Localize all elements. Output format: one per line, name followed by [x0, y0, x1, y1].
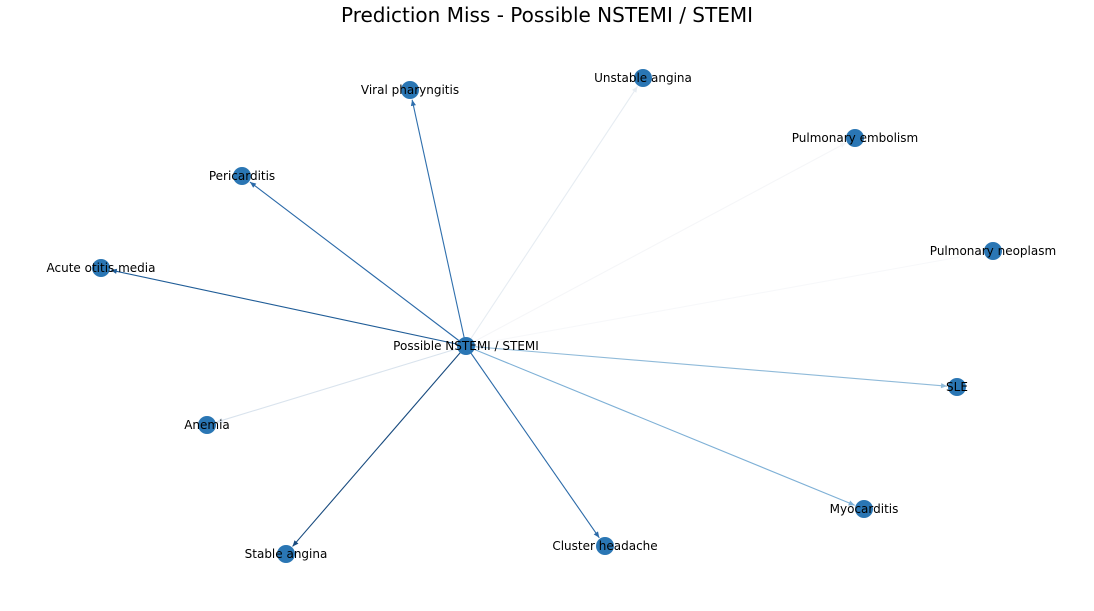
node-myocarditis [855, 500, 873, 518]
node-cluster-headache [596, 537, 614, 555]
arrowhead-acute-otitis-media [110, 268, 118, 274]
arrowhead-myocarditis [848, 500, 855, 506]
node-stable-angina [277, 545, 295, 563]
edge-to-pulmonary-embolism [465, 142, 847, 347]
node-viral-pharyngitis [401, 81, 419, 99]
node-label-pulmonary-embolism: Pulmonary embolism [792, 131, 918, 145]
node-label-pulmonary-neoplasm: Pulmonary neoplasm [930, 244, 1056, 258]
edge-to-stable-angina [292, 345, 467, 547]
node-acute-otitis-media [92, 259, 110, 277]
arrowhead-anemia [216, 417, 224, 423]
node-label-viral-pharyngitis: Viral pharyngitis [361, 83, 459, 97]
edge-to-myocarditis [465, 345, 855, 506]
arrowhead-viral-pharyngitis [410, 99, 416, 107]
edge-to-pulmonary-neoplasm [465, 252, 984, 347]
edge-to-pericarditis [249, 181, 467, 347]
arrowhead-cluster-headache [593, 531, 600, 538]
edges-layer [110, 86, 984, 547]
node-label-acute-otitis-media: Acute otitis media [47, 261, 156, 275]
node-label-anemia: Anemia [184, 418, 230, 432]
arrowhead-stable-angina [292, 540, 299, 547]
arrowhead-sle [940, 383, 948, 389]
node-pulmonary-neoplasm [984, 242, 1002, 260]
arrowhead-pulmonary-embolism [839, 142, 847, 148]
edge-to-unstable-angina [465, 86, 638, 347]
node-sle [948, 378, 966, 396]
node-label-myocarditis: Myocarditis [830, 502, 899, 516]
edge-to-cluster-headache [465, 345, 600, 539]
arrowhead-pulmonary-neoplasm [976, 251, 984, 257]
node-label-cluster-headache: Cluster headache [552, 539, 657, 553]
node-unstable-angina [634, 69, 652, 87]
edge-to-anemia [216, 345, 467, 423]
node-label-pericarditis: Pericarditis [209, 169, 275, 183]
node-label-sle: SLE [946, 380, 968, 394]
edge-to-acute-otitis-media [110, 269, 467, 347]
labels-layer: Possible NSTEMI / STEMI Viral pharyngitis… [47, 71, 1057, 561]
node-label-center: Possible NSTEMI / STEMI [393, 339, 539, 353]
node-anemia [198, 416, 216, 434]
node-label-unstable-angina: Unstable angina [594, 71, 692, 85]
node-center [457, 337, 475, 355]
edge-to-sle [465, 345, 948, 387]
nodes-layer [92, 69, 1002, 563]
node-pericarditis [233, 167, 251, 185]
node-pulmonary-embolism [846, 129, 864, 147]
arrowhead-unstable-angina [632, 86, 638, 93]
diagram-title: Prediction Miss - Possible NSTEMI / STEM… [340, 3, 753, 27]
edge-to-viral-pharyngitis [411, 99, 467, 347]
node-label-stable-angina: Stable angina [245, 547, 328, 561]
arrowhead-pericarditis [249, 182, 257, 188]
